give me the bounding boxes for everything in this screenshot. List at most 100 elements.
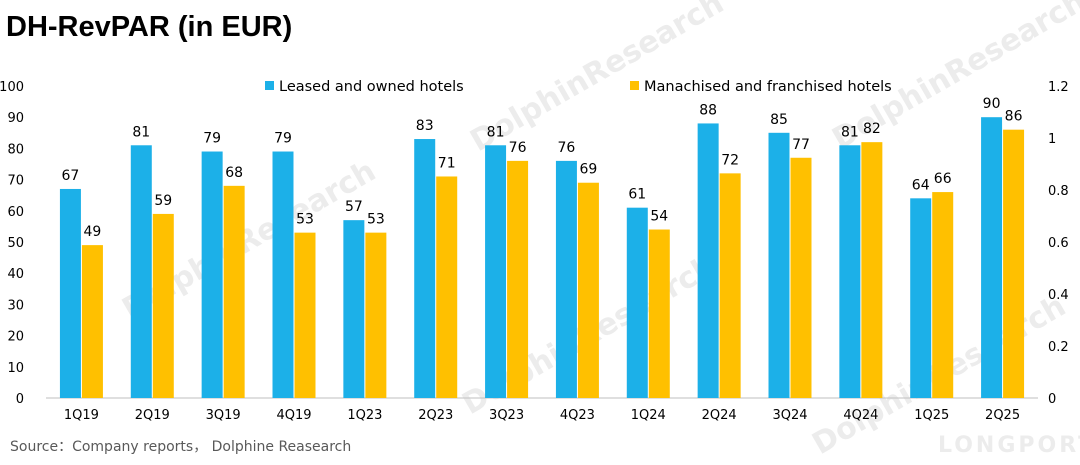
bar-leased [768, 132, 790, 399]
data-label-franchised: 86 [1005, 109, 1023, 125]
bar-franchised [294, 232, 316, 398]
x-tick-label: 4Q24 [843, 408, 878, 423]
x-tick-label: 3Q19 [206, 408, 241, 423]
data-label-franchised: 69 [580, 162, 598, 178]
y-left-tick-label: 20 [7, 330, 24, 345]
bars [59, 117, 1025, 399]
bar-leased [130, 145, 152, 398]
bar-franchised [365, 232, 387, 398]
x-tick-label: 2Q25 [985, 408, 1020, 423]
data-label-franchised: 76 [509, 140, 527, 156]
x-tick-label: 1Q19 [64, 408, 99, 423]
x-tick-label: 1Q23 [347, 408, 382, 423]
bar-franchised [81, 245, 103, 398]
data-label-franchised: 72 [721, 152, 739, 168]
data-label-franchised: 49 [84, 224, 102, 240]
bar-franchised [152, 213, 174, 398]
x-tick-label: 2Q24 [702, 408, 737, 423]
x-tick-label: 4Q23 [560, 408, 595, 423]
y-right-tick-label: 0 [1048, 392, 1056, 407]
legend: Leased and owned hotels Manachised and f… [265, 79, 892, 95]
x-tick-label: 4Q19 [276, 408, 311, 423]
data-label-franchised: 82 [863, 121, 881, 137]
bar-leased [839, 145, 861, 398]
data-label-leased: 85 [770, 112, 788, 128]
legend-swatch-franchised [630, 81, 639, 90]
data-label-franchised: 53 [296, 212, 314, 228]
bar-leased [555, 160, 577, 398]
y-right-tick-label: 0.4 [1048, 288, 1069, 303]
bar-franchised [932, 192, 954, 398]
x-tick-label: 3Q24 [772, 408, 807, 423]
data-label-franchised: 53 [367, 212, 385, 228]
data-label-leased: 57 [345, 199, 363, 215]
data-label-franchised: 59 [154, 193, 172, 209]
legend-label-leased: Leased and owned hotels [279, 79, 464, 95]
bar-leased [59, 188, 81, 398]
bar-franchised [861, 142, 883, 398]
x-tick-label: 3Q23 [489, 408, 524, 423]
x-tick-label: 1Q24 [631, 408, 666, 423]
y-right-tick-label: 0.2 [1048, 340, 1069, 355]
bar-leased [485, 145, 507, 398]
x-tick-label: 1Q25 [914, 408, 949, 423]
data-label-franchised: 71 [438, 155, 456, 171]
legend-swatch-leased [265, 81, 274, 90]
data-label-franchised: 77 [792, 137, 810, 153]
bar-leased [272, 151, 294, 398]
data-label-leased: 81 [132, 124, 150, 140]
y-left-tick-label: 60 [7, 205, 24, 220]
bar-franchised [577, 182, 599, 398]
y-right-tick-label: 0.6 [1048, 236, 1069, 251]
bar-leased [201, 151, 223, 398]
bar-franchised [223, 185, 245, 398]
bar-leased [414, 139, 436, 399]
bar-franchised [790, 157, 812, 398]
legend-label-franchised: Manachised and franchised hotels [644, 79, 892, 95]
bar-franchised [1003, 129, 1025, 398]
data-label-leased: 64 [912, 177, 930, 193]
data-label-franchised: 54 [650, 209, 668, 225]
watermark-brand: LONGPORT [938, 433, 1080, 458]
bar-franchised [648, 229, 670, 398]
data-label-leased: 90 [983, 96, 1001, 112]
data-label-leased: 67 [62, 168, 80, 184]
y-left-tick-label: 30 [7, 298, 24, 313]
data-label-leased: 88 [699, 102, 717, 118]
bar-leased [910, 198, 932, 398]
data-label-leased: 81 [841, 124, 859, 140]
bar-franchised [507, 160, 529, 398]
bar-franchised [436, 176, 458, 398]
axes: 0 10 20 30 40 50 60 70 80 90 100 0 0.2 0.4 0.6 0.8 1 1.2 1… [0, 80, 1069, 423]
y-left-tick-label: 40 [7, 267, 24, 282]
y-right-tick-label: 1 [1048, 132, 1056, 147]
data-label-leased: 83 [416, 118, 434, 134]
y-left-tick-label: 80 [7, 142, 24, 157]
y-left-tick-label: 100 [0, 80, 24, 95]
data-label-leased: 76 [558, 140, 576, 156]
bar-leased [343, 220, 365, 398]
y-left-tick-label: 50 [7, 236, 24, 251]
data-label-franchised: 68 [225, 165, 243, 181]
source-note: Source：Company reports， Dolphine Reasear… [10, 439, 351, 455]
x-tick-label: 2Q19 [135, 408, 170, 423]
x-tick-label: 2Q23 [418, 408, 453, 423]
y-right-tick-label: 0.8 [1048, 184, 1069, 199]
y-left-tick-label: 10 [7, 361, 24, 376]
y-left-tick-label: 90 [7, 111, 24, 126]
data-label-leased: 79 [274, 131, 292, 147]
data-label-leased: 81 [487, 124, 505, 140]
bar-franchised [719, 173, 741, 398]
y-left-tick-label: 70 [7, 174, 24, 189]
data-label-leased: 79 [203, 131, 221, 147]
y-right-tick-label: 1.2 [1048, 80, 1069, 95]
data-label-franchised: 66 [934, 171, 952, 187]
y-left-tick-label: 0 [16, 392, 24, 407]
bar-leased [981, 117, 1003, 398]
data-label-leased: 61 [628, 187, 646, 203]
bar-leased [697, 123, 719, 398]
